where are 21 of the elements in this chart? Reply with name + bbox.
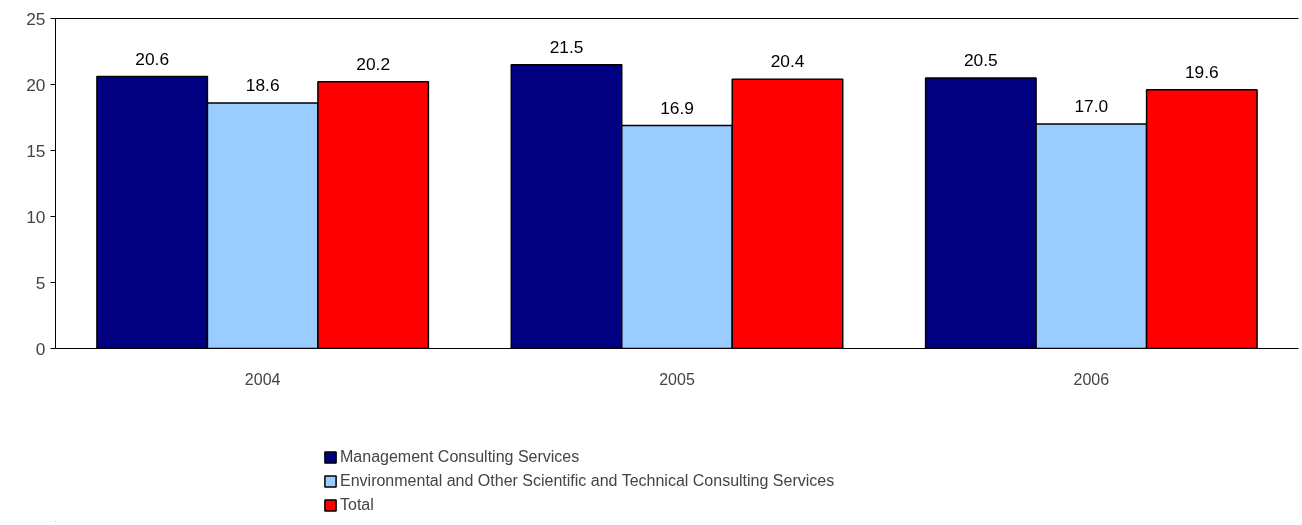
x-tick-label: 2004 xyxy=(244,370,281,388)
data-label: 17.0 xyxy=(1074,96,1109,117)
y-tick-label: 25 xyxy=(26,8,46,29)
y-tick-label: 15 xyxy=(26,140,46,161)
x-tick-label: 2005 xyxy=(659,370,695,388)
data-label: 20.6 xyxy=(135,48,170,69)
data-label: 21.5 xyxy=(549,36,584,57)
y-tick-label: 20 xyxy=(26,74,46,95)
data-label: 20.2 xyxy=(356,53,391,74)
x-tick-label: 2006 xyxy=(1073,370,1110,388)
legend-label: Total xyxy=(340,496,374,514)
legend-label: Management Consulting Services xyxy=(340,448,580,466)
data-label: 16.9 xyxy=(660,97,694,118)
data-label: 18.6 xyxy=(245,75,280,96)
data-label: 19.6 xyxy=(1184,61,1219,82)
y-tick-label: 5 xyxy=(35,272,46,293)
data-label: 20.4 xyxy=(770,51,805,72)
legend-label: Environmental and Other Scientific and Technical Consulting Services xyxy=(340,472,835,490)
y-tick-label: 0 xyxy=(35,338,46,359)
y-tick-label: 10 xyxy=(26,206,46,227)
data-label: 20.5 xyxy=(963,50,998,71)
